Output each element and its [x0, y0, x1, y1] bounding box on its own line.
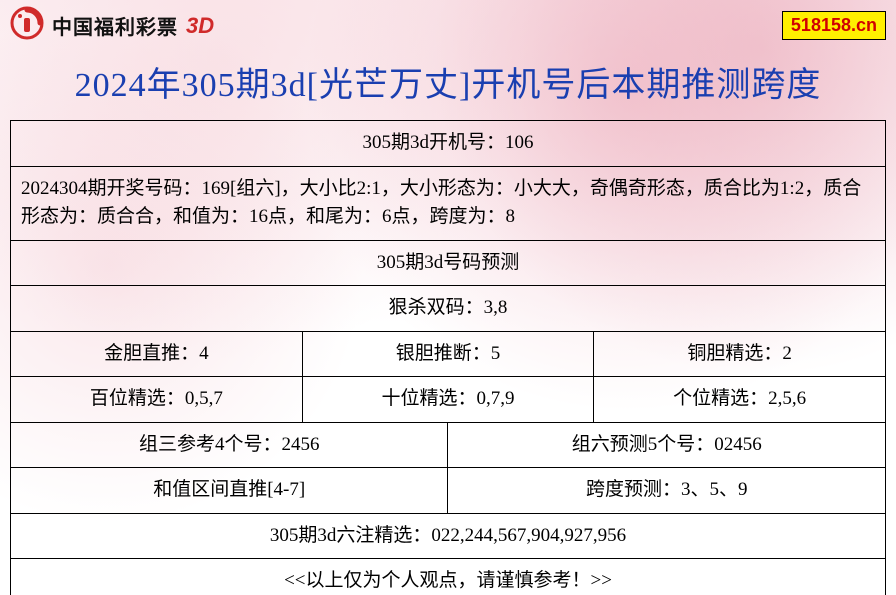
table-row: 百位精选：0,5,7 十位精选：0,7,9 个位精选：2,5,6	[11, 377, 886, 423]
logo-block: 中国福利彩票 3D	[10, 6, 214, 45]
kill-doubles: 狠杀双码：3,8	[11, 286, 886, 332]
previous-draw-analysis: 2024304期开奖号码：169[组六]，大小比2:1，大小形态为：小大大，奇偶…	[11, 166, 886, 240]
table-row: 305期3d开机号：106	[11, 121, 886, 167]
table-row: 2024304期开奖号码：169[组六]，大小比2:1，大小形态为：小大大，奇偶…	[11, 166, 886, 240]
lottery-logo-icon	[10, 6, 44, 45]
site-badge: 518158.cn	[782, 11, 886, 40]
table-row: 金胆直推：4 银胆推断：5 铜胆精选：2	[11, 331, 886, 377]
header: 中国福利彩票 3D 518158.cn	[0, 0, 896, 47]
prediction-table: 305期3d开机号：106 2024304期开奖号码：169[组六]，大小比2:…	[10, 120, 886, 595]
span-pred: 跨度预测：3、5、9	[448, 468, 886, 514]
table-row: 组三参考4个号：2456 组六预测5个号：02456	[11, 422, 886, 468]
prediction-header: 305期3d号码预测	[11, 240, 886, 286]
group6-pred: 组六预测5个号：02456	[448, 422, 886, 468]
units-pick: 个位精选：2,5,6	[594, 377, 886, 423]
table-row: 和值区间直推[4-7] 跨度预测：3、5、9	[11, 468, 886, 514]
table-row: 305期3d六注精选：022,244,567,904,927,956	[11, 513, 886, 559]
gold-pick: 金胆直推：4	[11, 331, 303, 377]
opening-number: 305期3d开机号：106	[11, 121, 886, 167]
group3-ref: 组三参考4个号：2456	[11, 422, 448, 468]
page-title: 2024年305期3d[光芒万丈]开机号后本期推测跨度	[0, 47, 896, 120]
six-picks: 305期3d六注精选：022,244,567,904,927,956	[11, 513, 886, 559]
logo-3d-suffix: 3D	[186, 13, 214, 39]
tens-pick: 十位精选：0,7,9	[302, 377, 594, 423]
table-row: 305期3d号码预测	[11, 240, 886, 286]
logo-text: 中国福利彩票	[52, 11, 178, 40]
prediction-table-wrap: 305期3d开机号：106 2024304期开奖号码：169[组六]，大小比2:…	[0, 120, 896, 595]
silver-pick: 银胆推断：5	[302, 331, 594, 377]
sum-range: 和值区间直推[4-7]	[11, 468, 448, 514]
disclaimer: <<以上仅为个人观点，请谨慎参考！>>	[11, 559, 886, 595]
table-row: <<以上仅为个人观点，请谨慎参考！>>	[11, 559, 886, 595]
table-row: 狠杀双码：3,8	[11, 286, 886, 332]
bronze-pick: 铜胆精选：2	[594, 331, 886, 377]
hundreds-pick: 百位精选：0,5,7	[11, 377, 303, 423]
